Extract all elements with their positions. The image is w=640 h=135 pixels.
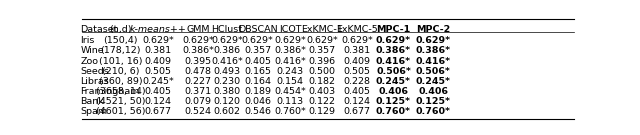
Text: Seeds: Seeds xyxy=(81,67,109,76)
Text: 0.129: 0.129 xyxy=(308,107,335,116)
Text: 0.416*: 0.416* xyxy=(376,57,411,66)
Text: 0.243: 0.243 xyxy=(276,67,304,76)
Text: (210, 6): (210, 6) xyxy=(102,67,140,76)
Text: HClust: HClust xyxy=(211,25,243,33)
Text: 0.454*: 0.454* xyxy=(275,87,306,96)
Text: 0.478: 0.478 xyxy=(184,67,212,76)
Text: 0.182: 0.182 xyxy=(308,77,335,86)
Text: 0.629*: 0.629* xyxy=(376,36,411,45)
Text: 0.386: 0.386 xyxy=(213,46,241,55)
Text: 0.189: 0.189 xyxy=(244,87,271,96)
Text: Dataset: Dataset xyxy=(81,25,118,33)
Text: 0.416*: 0.416* xyxy=(211,57,243,66)
Text: Zoo: Zoo xyxy=(81,57,99,66)
Text: 0.079: 0.079 xyxy=(184,97,212,106)
Text: 0.409: 0.409 xyxy=(343,57,371,66)
Text: Libras: Libras xyxy=(81,77,109,86)
Text: 0.386*: 0.386* xyxy=(415,46,451,55)
Text: 0.416*: 0.416* xyxy=(415,57,451,66)
Text: (4601, 56): (4601, 56) xyxy=(96,107,145,116)
Text: 0.677: 0.677 xyxy=(145,107,172,116)
Text: 0.760*: 0.760* xyxy=(275,107,306,116)
Text: 0.230: 0.230 xyxy=(213,77,241,86)
Text: 0.386*: 0.386* xyxy=(182,46,214,55)
Text: 0.505: 0.505 xyxy=(343,67,371,76)
Text: Framingham: Framingham xyxy=(81,87,140,96)
Text: 0.493: 0.493 xyxy=(213,67,241,76)
Text: 0.245*: 0.245* xyxy=(376,77,411,86)
Text: 0.403: 0.403 xyxy=(308,87,335,96)
Text: 0.124: 0.124 xyxy=(343,97,371,106)
Text: 0.125*: 0.125* xyxy=(415,97,451,106)
Text: 0.629*: 0.629* xyxy=(306,36,338,45)
Text: (360, 89): (360, 89) xyxy=(99,77,143,86)
Text: 0.629*: 0.629* xyxy=(341,36,372,45)
Text: 0.602: 0.602 xyxy=(213,107,240,116)
Text: Spam: Spam xyxy=(81,107,108,116)
Text: GMM: GMM xyxy=(186,25,210,33)
Text: DBSCAN: DBSCAN xyxy=(237,25,277,33)
Text: 0.760*: 0.760* xyxy=(415,107,451,116)
Text: ICOT: ICOT xyxy=(279,25,301,33)
Text: (n,d): (n,d) xyxy=(109,25,132,33)
Text: 0.357: 0.357 xyxy=(308,46,335,55)
Text: (178,12): (178,12) xyxy=(100,46,141,55)
Text: 0.245*: 0.245* xyxy=(143,77,174,86)
Text: 0.113: 0.113 xyxy=(276,97,304,106)
Text: Iris: Iris xyxy=(81,36,95,45)
Text: 0.629*: 0.629* xyxy=(211,36,243,45)
Text: 0.154: 0.154 xyxy=(277,77,304,86)
Text: 0.506*: 0.506* xyxy=(416,67,451,76)
Text: 0.245*: 0.245* xyxy=(415,77,451,86)
Text: 0.164: 0.164 xyxy=(244,77,271,86)
Text: 0.629*: 0.629* xyxy=(275,36,306,45)
Text: 0.506*: 0.506* xyxy=(376,67,411,76)
Text: 0.405: 0.405 xyxy=(244,57,271,66)
Text: 0.165: 0.165 xyxy=(244,67,271,76)
Text: 0.629*: 0.629* xyxy=(182,36,214,45)
Text: 0.228: 0.228 xyxy=(343,77,371,86)
Text: Bank: Bank xyxy=(81,97,104,106)
Text: 0.381: 0.381 xyxy=(343,46,371,55)
Text: 0.416*: 0.416* xyxy=(275,57,306,66)
Text: MPC-2: MPC-2 xyxy=(416,25,451,33)
Text: (150,4): (150,4) xyxy=(104,36,138,45)
Text: 0.546: 0.546 xyxy=(244,107,271,116)
Text: (3658, 14): (3658, 14) xyxy=(96,87,145,96)
Text: 0.120: 0.120 xyxy=(213,97,240,106)
Text: 0.629*: 0.629* xyxy=(143,36,174,45)
Text: 0.046: 0.046 xyxy=(244,97,271,106)
Text: 0.677: 0.677 xyxy=(343,107,371,116)
Text: ExKMC-1: ExKMC-1 xyxy=(301,25,343,33)
Text: 0.122: 0.122 xyxy=(308,97,335,106)
Text: 0.629*: 0.629* xyxy=(242,36,273,45)
Text: ExKMC-5: ExKMC-5 xyxy=(336,25,378,33)
Text: 0.505: 0.505 xyxy=(145,67,172,76)
Text: 0.381: 0.381 xyxy=(145,46,172,55)
Text: 0.396: 0.396 xyxy=(308,57,335,66)
Text: (101, 16): (101, 16) xyxy=(99,57,143,66)
Text: Wine: Wine xyxy=(81,46,104,55)
Text: 0.227: 0.227 xyxy=(184,77,212,86)
Text: 0.629*: 0.629* xyxy=(415,36,451,45)
Text: 0.409: 0.409 xyxy=(145,57,172,66)
Text: 0.406: 0.406 xyxy=(378,87,408,96)
Text: 0.405: 0.405 xyxy=(145,87,172,96)
Text: 0.406: 0.406 xyxy=(418,87,448,96)
Text: (4521, 50): (4521, 50) xyxy=(96,97,145,106)
Text: k-means++: k-means++ xyxy=(130,25,187,33)
Text: 0.500: 0.500 xyxy=(308,67,335,76)
Text: 0.760*: 0.760* xyxy=(376,107,411,116)
Text: 0.395: 0.395 xyxy=(184,57,212,66)
Text: MPC-1: MPC-1 xyxy=(376,25,411,33)
Text: 0.124: 0.124 xyxy=(145,97,172,106)
Text: 0.405: 0.405 xyxy=(343,87,371,96)
Text: 0.386*: 0.386* xyxy=(376,46,411,55)
Text: 0.524: 0.524 xyxy=(184,107,212,116)
Text: 0.371: 0.371 xyxy=(184,87,212,96)
Text: 0.380: 0.380 xyxy=(213,87,241,96)
Text: 0.357: 0.357 xyxy=(244,46,271,55)
Text: 0.125*: 0.125* xyxy=(376,97,411,106)
Text: 0.386*: 0.386* xyxy=(275,46,307,55)
